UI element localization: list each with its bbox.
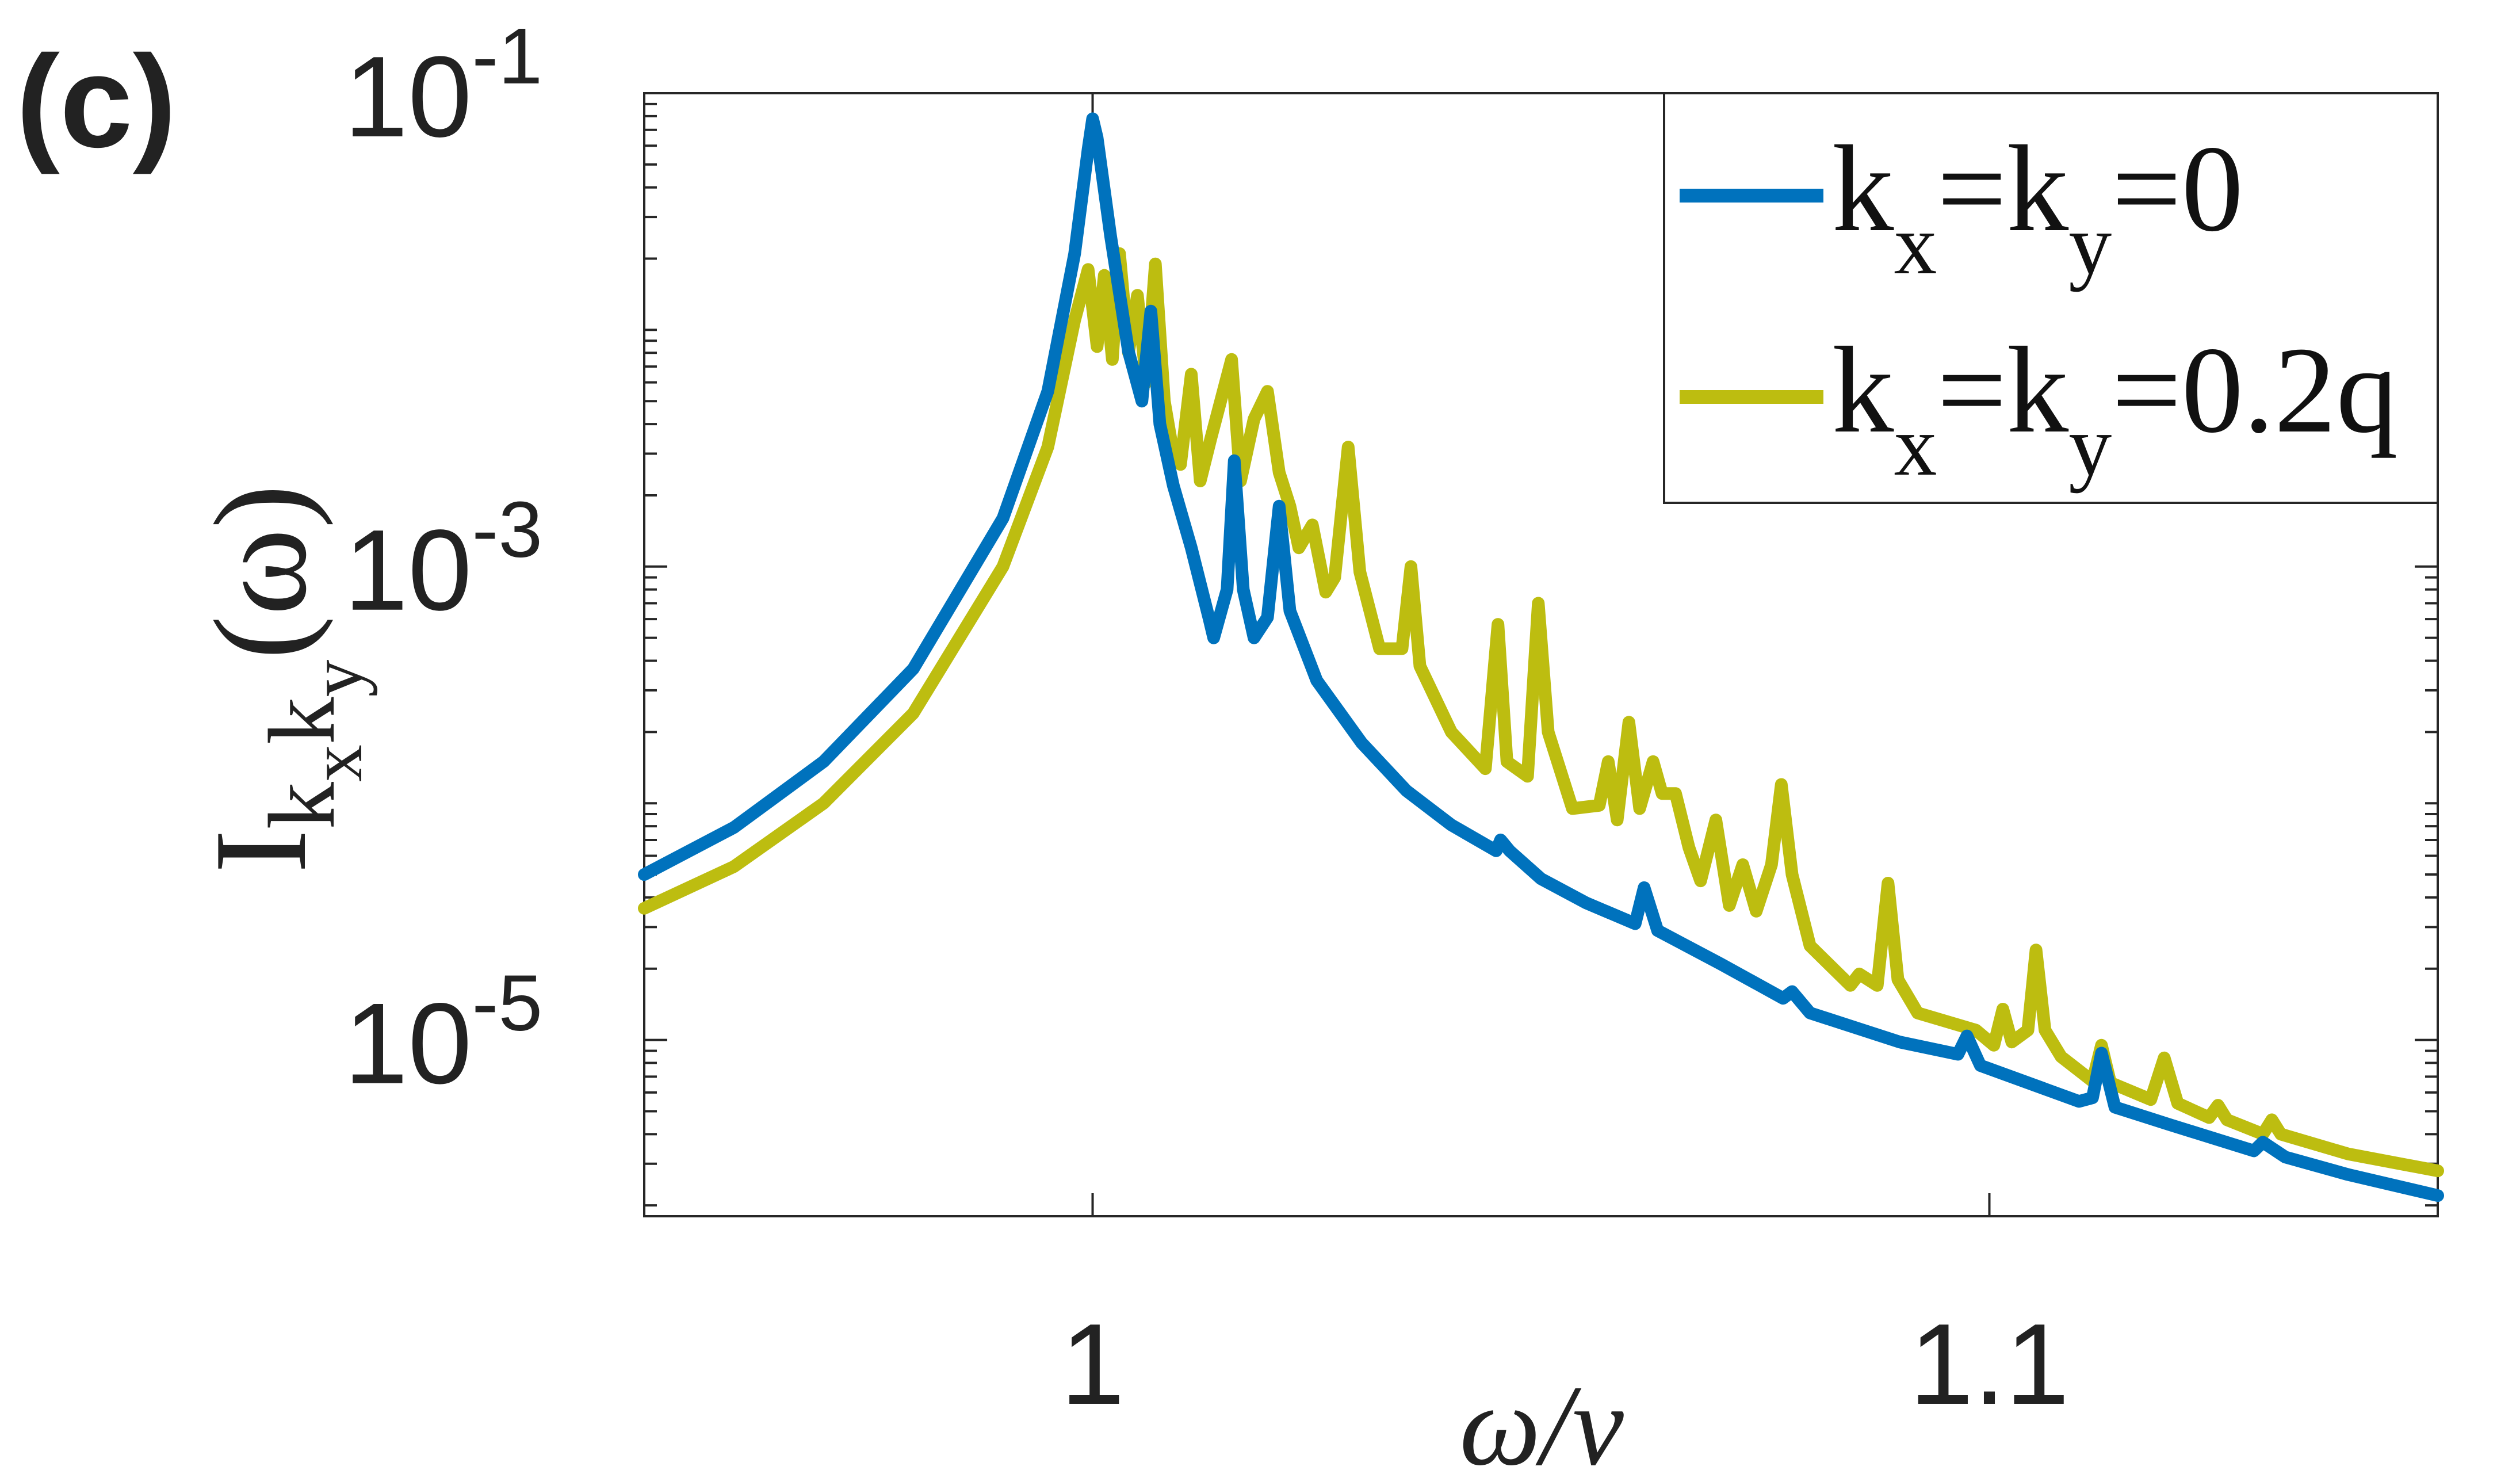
y-label-base: I	[187, 829, 334, 873]
y-axis-tick-labels: 10-1 10-3 10-5	[344, 12, 542, 1108]
x-tick-label-1: 1	[1061, 1300, 1125, 1429]
legend-label-k02q: kx=ky=0.2q	[1832, 321, 2398, 494]
y-label-arg: (ω)	[187, 484, 334, 660]
svg-text:Ikxky(ω): Ikxky(ω)	[187, 484, 378, 873]
y-tick-label-3: 10-5	[344, 959, 542, 1108]
y-label-sub-k1: k	[249, 781, 354, 829]
y-label-sub-x: x	[295, 744, 378, 782]
panel-label: (c)	[16, 29, 177, 175]
x-axis-tick-labels: 1 1.1	[1061, 1300, 2070, 1429]
y-axis-label: Ikxky(ω)	[187, 484, 378, 873]
y-tick-label-1: 10-1	[344, 12, 542, 161]
y-label-sub-k2: k	[249, 697, 354, 744]
x-axis-label: ω/ν	[1459, 1362, 1624, 1478]
legend: kx=ky=0 kx=ky=0.2q	[1663, 92, 2439, 504]
data-series	[638, 112, 2444, 1202]
plot-area-frame	[643, 92, 2439, 1217]
series-line-k0	[638, 112, 2444, 1202]
series-line-k02q	[638, 247, 2444, 1178]
y-label-sub-y: y	[295, 659, 378, 697]
y-tick-label-2: 10-3	[344, 486, 542, 635]
legend-box	[1663, 92, 2439, 504]
legend-label-k0: kx=ky=0	[1832, 120, 2243, 292]
x-tick-label-2: 1.1	[1909, 1300, 2069, 1429]
